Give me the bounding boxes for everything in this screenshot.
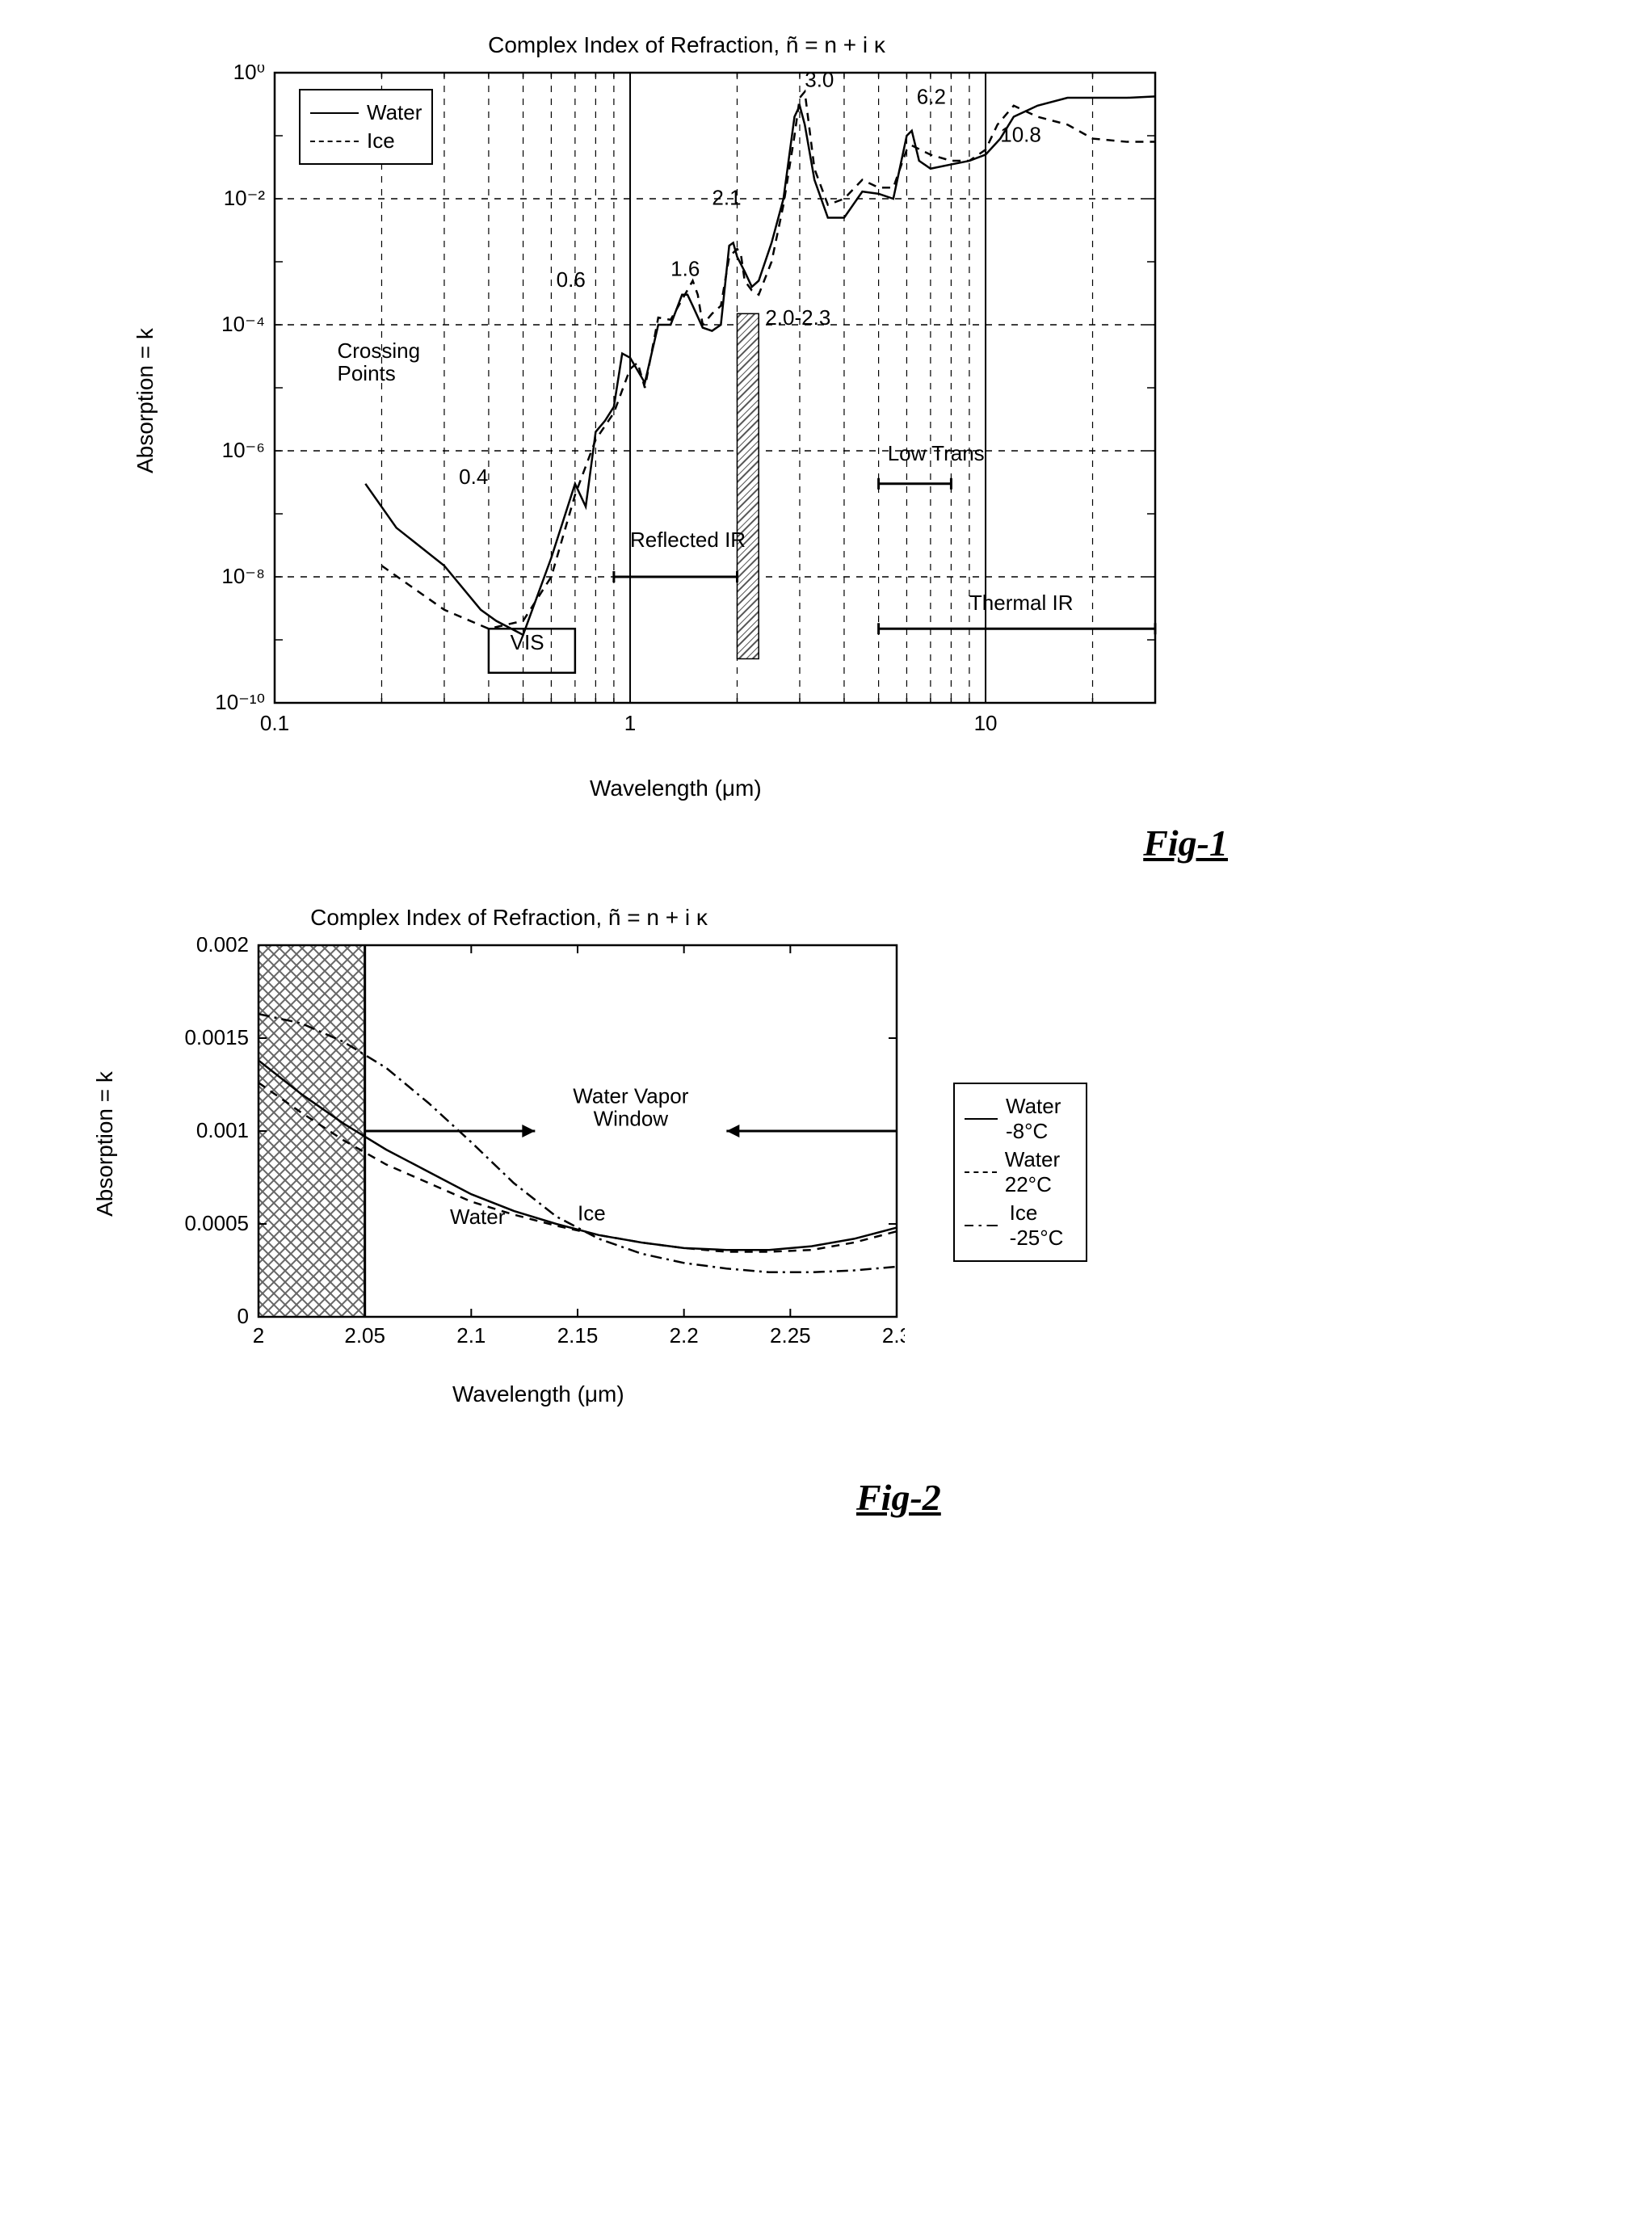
svg-text:Reflected IR: Reflected IR xyxy=(630,528,746,552)
svg-text:0.4: 0.4 xyxy=(459,465,488,489)
fig2-plot: 2 2.05 2.1 2.15 2.2 2.25 2.3 0 0.0005 0.001 0.0015… xyxy=(178,937,905,1357)
fig2-label: Fig-2 xyxy=(856,1476,941,1519)
fig1-title: Complex Index of Refraction, ñ = n + i κ xyxy=(162,32,1212,58)
svg-text:2.05: 2.05 xyxy=(344,1323,385,1348)
svg-text:Thermal IR: Thermal IR xyxy=(969,591,1074,615)
legend-line-icon xyxy=(310,141,359,142)
svg-text:Crossing: Crossing xyxy=(337,338,420,363)
fig1-chart-area: 10⁰ 10⁻² 10⁻⁴ 10⁻⁶ 10⁻⁸ 10⁻¹⁰0.1 1 10 CrossingPo… xyxy=(202,65,1171,751)
legend-label: Ice -25°C xyxy=(1010,1200,1077,1251)
legend-label: Water xyxy=(367,100,422,125)
fig1-legend-item-water: Water xyxy=(310,100,422,125)
fig1-label: Fig-1 xyxy=(1143,822,1228,864)
figure-2: Complex Index of Refraction, ñ = n + i κ… xyxy=(65,905,1276,1470)
svg-text:10⁻¹⁰: 10⁻¹⁰ xyxy=(215,690,265,714)
svg-text:0.002: 0.002 xyxy=(196,937,249,957)
legend-line-icon xyxy=(310,112,359,114)
legend-label: Ice xyxy=(367,128,395,153)
svg-text:Water Vapor: Water Vapor xyxy=(573,1084,688,1108)
svg-text:0.1: 0.1 xyxy=(260,711,289,735)
svg-text:10⁻²: 10⁻² xyxy=(224,186,266,210)
svg-text:1.6: 1.6 xyxy=(670,256,700,280)
fig2-title: Complex Index of Refraction, ñ = n + i κ xyxy=(145,905,872,931)
svg-text:2.1: 2.1 xyxy=(712,186,741,210)
fig1-ylabel: Absorption = k xyxy=(132,328,158,473)
fig2-legend-item-0: Water -8°C xyxy=(965,1094,1076,1144)
svg-text:0: 0 xyxy=(238,1304,249,1328)
svg-text:0.6: 0.6 xyxy=(557,267,586,292)
svg-text:Ice: Ice xyxy=(578,1200,606,1225)
fig2-chart-area: 2 2.05 2.1 2.15 2.2 2.25 2.3 0 0.0005 0.001 0.0015… xyxy=(178,937,905,1357)
legend-label: Water 22°C xyxy=(1005,1147,1077,1197)
svg-text:10⁻⁶: 10⁻⁶ xyxy=(222,438,265,462)
fig1-legend: Water Ice xyxy=(299,89,433,165)
svg-text:10: 10 xyxy=(974,711,998,735)
svg-text:2.15: 2.15 xyxy=(557,1323,599,1348)
svg-text:0.0015: 0.0015 xyxy=(184,1025,249,1049)
fig2-legend-item-2: Ice -25°C xyxy=(965,1200,1076,1251)
svg-text:10⁻⁴: 10⁻⁴ xyxy=(221,312,265,336)
figure-1: Complex Index of Refraction, ñ = n + i κ… xyxy=(162,32,1212,840)
legend-label: Water -8°C xyxy=(1006,1094,1076,1144)
svg-text:2.3: 2.3 xyxy=(882,1323,905,1348)
svg-text:Water: Water xyxy=(450,1205,506,1229)
fig1-plot: 10⁰ 10⁻² 10⁻⁴ 10⁻⁶ 10⁻⁸ 10⁻¹⁰0.1 1 10 CrossingPo… xyxy=(202,65,1171,751)
svg-text:6.2: 6.2 xyxy=(917,85,946,109)
svg-text:Window: Window xyxy=(594,1107,669,1131)
svg-text:10⁰: 10⁰ xyxy=(233,65,265,84)
svg-text:10⁻⁸: 10⁻⁸ xyxy=(221,564,265,588)
svg-text:Low Trans: Low Trans xyxy=(888,441,985,465)
fig2-legend-item-1: Water 22°C xyxy=(965,1147,1076,1197)
fig2-legend: Water -8°C Water 22°C Ice -25°C xyxy=(953,1083,1087,1262)
svg-text:2.2: 2.2 xyxy=(670,1323,699,1348)
legend-line-icon xyxy=(965,1225,1002,1226)
svg-text:2.25: 2.25 xyxy=(770,1323,811,1348)
svg-text:10.8: 10.8 xyxy=(1000,123,1041,147)
svg-text:0.0005: 0.0005 xyxy=(184,1211,249,1235)
svg-text:3.0: 3.0 xyxy=(805,67,834,91)
svg-text:Points: Points xyxy=(337,361,395,385)
fig2-ylabel: Absorption = k xyxy=(92,1071,118,1217)
fig1-xlabel: Wavelength (μm) xyxy=(590,776,762,801)
fig1-legend-item-ice: Ice xyxy=(310,128,422,153)
legend-line-icon xyxy=(965,1118,998,1120)
svg-text:2: 2 xyxy=(253,1323,264,1348)
svg-text:VIS: VIS xyxy=(511,630,544,654)
svg-text:2.1: 2.1 xyxy=(456,1323,486,1348)
svg-text:1: 1 xyxy=(624,711,636,735)
fig2-xlabel: Wavelength (μm) xyxy=(452,1381,624,1407)
svg-text:2.0-2.3: 2.0-2.3 xyxy=(765,305,830,330)
legend-line-icon xyxy=(965,1171,997,1173)
svg-text:0.001: 0.001 xyxy=(196,1118,249,1142)
